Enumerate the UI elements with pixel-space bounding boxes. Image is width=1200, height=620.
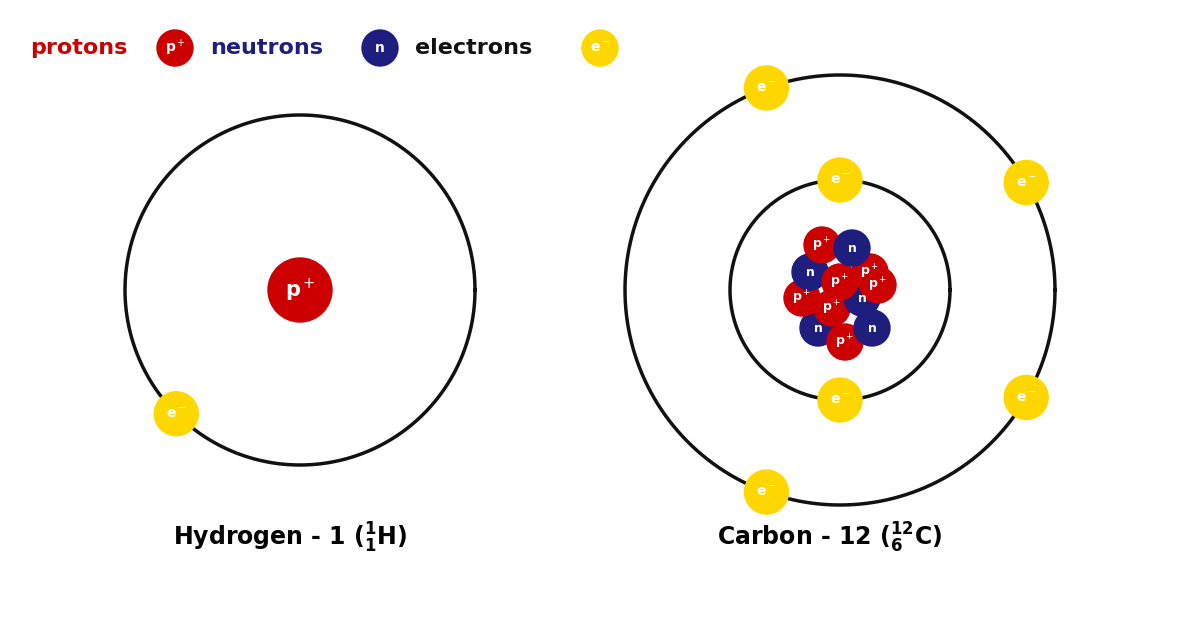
Circle shape [744,470,788,514]
Circle shape [804,227,840,263]
Text: p$^+$: p$^+$ [860,263,880,281]
Text: electrons: electrons [415,38,533,58]
Text: protons: protons [30,38,127,58]
Circle shape [268,258,332,322]
Text: n: n [376,41,385,55]
Circle shape [784,280,820,316]
Text: p$^+$: p$^+$ [830,273,850,291]
Text: p$^+$: p$^+$ [164,38,186,58]
Circle shape [818,158,862,202]
Text: p$^+$: p$^+$ [812,236,832,254]
Text: n: n [868,322,876,335]
Text: n: n [805,265,815,278]
Circle shape [744,66,788,110]
Circle shape [814,290,850,326]
Circle shape [860,267,896,303]
Circle shape [834,230,870,266]
Text: p$^+$: p$^+$ [835,333,854,351]
Text: e$^-$: e$^-$ [166,407,186,421]
Text: e$^-$: e$^-$ [1016,175,1037,190]
Text: p$^+$: p$^+$ [792,289,811,307]
Circle shape [852,254,888,290]
Circle shape [1004,161,1048,205]
Text: Hydrogen - 1 ($\mathregular{^1_1}$H): Hydrogen - 1 ($\mathregular{^1_1}$H) [173,521,407,555]
Circle shape [582,30,618,66]
Text: e$^-$: e$^-$ [829,393,851,407]
Text: e$^-$: e$^-$ [589,41,611,55]
Circle shape [155,392,198,436]
Circle shape [1004,376,1048,420]
Text: p$^+$: p$^+$ [284,277,316,304]
Circle shape [844,280,880,316]
Text: e$^-$: e$^-$ [756,485,776,499]
Text: e$^-$: e$^-$ [756,81,776,95]
Circle shape [800,310,836,346]
Text: e$^-$: e$^-$ [1016,391,1037,404]
Circle shape [157,30,193,66]
Circle shape [792,254,828,290]
Circle shape [822,264,858,300]
Circle shape [362,30,398,66]
Text: n: n [847,242,857,254]
Text: p$^+$: p$^+$ [822,299,841,317]
Text: n: n [858,291,866,304]
Circle shape [827,324,863,360]
Circle shape [818,378,862,422]
Text: n: n [814,322,822,335]
Text: e$^-$: e$^-$ [829,173,851,187]
Text: Carbon - 12 ($\mathregular{^{12}_6}$C): Carbon - 12 ($\mathregular{^{12}_6}$C) [718,521,942,555]
Circle shape [854,310,890,346]
Text: neutrons: neutrons [210,38,323,58]
Text: p$^+$: p$^+$ [869,276,888,294]
